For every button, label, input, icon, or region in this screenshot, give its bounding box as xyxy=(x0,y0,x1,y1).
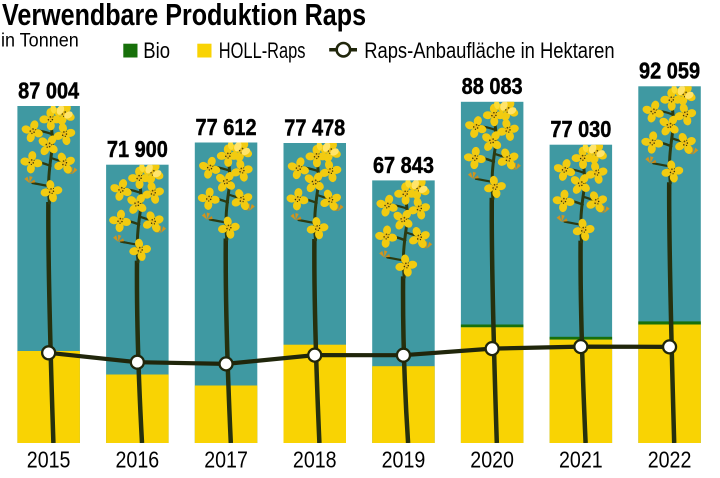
svg-text:2019: 2019 xyxy=(382,448,426,473)
svg-text:77 030: 77 030 xyxy=(550,117,611,143)
svg-text:92 059: 92 059 xyxy=(639,58,700,84)
svg-text:Bio: Bio xyxy=(143,39,170,64)
svg-text:87 004: 87 004 xyxy=(18,78,79,104)
svg-text:2022: 2022 xyxy=(648,448,692,473)
svg-text:2018: 2018 xyxy=(293,448,337,473)
svg-text:2020: 2020 xyxy=(470,448,514,473)
svg-text:2015: 2015 xyxy=(27,448,71,473)
svg-text:2017: 2017 xyxy=(204,448,248,473)
svg-text:HOLL-Raps: HOLL-Raps xyxy=(219,39,306,64)
svg-text:71 900: 71 900 xyxy=(107,137,168,163)
svg-text:67 843: 67 843 xyxy=(373,153,434,179)
svg-text:77 612: 77 612 xyxy=(196,115,257,141)
svg-text:77 478: 77 478 xyxy=(284,115,345,141)
svg-text:2016: 2016 xyxy=(116,448,160,473)
svg-text:2021: 2021 xyxy=(559,448,603,473)
svg-text:Verwendbare Produktion Raps: Verwendbare Produktion Raps xyxy=(2,0,366,32)
svg-text:Raps-Anbaufläche in Hektaren: Raps-Anbaufläche in Hektaren xyxy=(364,38,614,63)
svg-text:in Tonnen: in Tonnen xyxy=(1,29,79,51)
svg-text:88 083: 88 083 xyxy=(462,74,523,100)
